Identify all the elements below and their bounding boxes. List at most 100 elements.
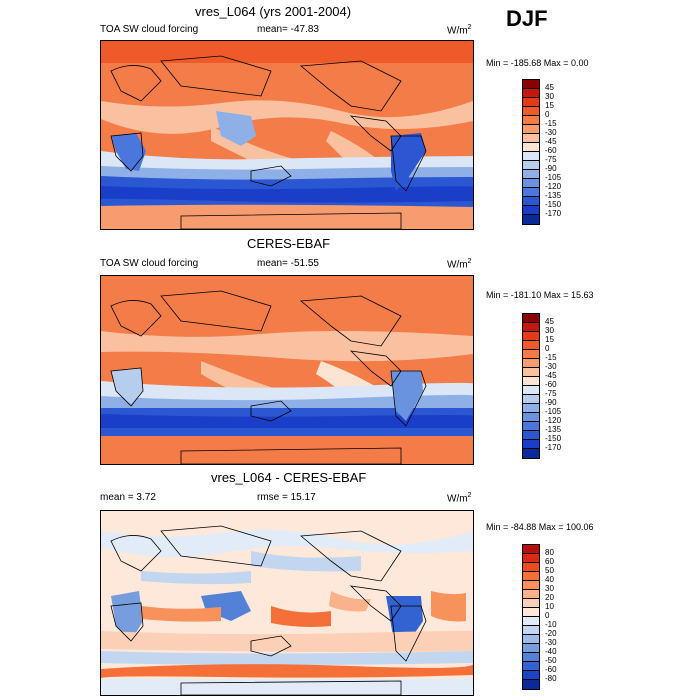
panel-title: CERES-EBAF <box>247 236 331 251</box>
colorbar-tick: -80 <box>545 674 557 683</box>
colorbar-swatch <box>523 206 539 215</box>
colorbar-swatch <box>523 377 539 386</box>
colorbar-swatch <box>523 107 539 116</box>
colorbar-tick: -60 <box>545 146 557 155</box>
colorbar-swatch <box>523 134 539 143</box>
colorbar-swatch <box>523 125 539 134</box>
colorbar-swatch <box>523 608 539 617</box>
variable-label: TOA SW cloud forcing <box>100 258 199 269</box>
colorbar-swatch <box>523 671 539 680</box>
colorbar-swatch <box>523 215 539 224</box>
colorbar-tick: -170 <box>545 209 562 218</box>
colorbar-tick: 15 <box>545 335 554 344</box>
colorbar-tick: 30 <box>545 326 554 335</box>
colorbar-tick: -15 <box>545 353 557 362</box>
colorbar-swatch <box>523 413 539 422</box>
colorbar-swatch <box>523 626 539 635</box>
colorbar-swatch <box>523 341 539 350</box>
colorbar-swatch <box>523 89 539 98</box>
colorbar-tick: 40 <box>545 575 554 584</box>
colorbar-tick: -150 <box>545 200 562 209</box>
rmse-label: rmse = 15.17 <box>257 492 316 503</box>
min-max-label: Min = -181.10 Max = 15.63 <box>486 290 594 300</box>
colorbar-swatch <box>523 590 539 599</box>
colorbar-swatch <box>523 653 539 662</box>
variable-label: TOA SW cloud forcing <box>100 24 199 35</box>
colorbar-swatch <box>523 368 539 377</box>
colorbar-swatch <box>523 188 539 197</box>
colorbar-tick: 30 <box>545 584 554 593</box>
colorbar-tick: -90 <box>545 398 557 407</box>
panel-observation: CERES-EBAF TOA SW cloud forcing mean= -5… <box>0 235 700 470</box>
colorbar-swatch <box>523 197 539 206</box>
colorbar-swatch <box>523 386 539 395</box>
colorbar-swatch <box>523 161 539 170</box>
colorbar-swatch <box>523 350 539 359</box>
colorbar-tick: -30 <box>545 362 557 371</box>
colorbar-tick: -15 <box>545 119 557 128</box>
colorbar <box>522 544 540 690</box>
panel-title: vres_L064 (yrs 2001-2004) <box>195 4 352 19</box>
colorbar-swatch <box>523 680 539 689</box>
colorbar-tick: 0 <box>545 344 550 353</box>
min-max-label: Min = -84.88 Max = 100.06 <box>486 522 594 532</box>
colorbar-tick: -75 <box>545 389 557 398</box>
colorbar-swatch <box>523 359 539 368</box>
world-map <box>100 510 474 696</box>
colorbar-swatch <box>523 323 539 332</box>
colorbar-tick: -105 <box>545 407 562 416</box>
unit-label: W/m2 <box>447 492 472 505</box>
colorbar-swatch <box>523 179 539 188</box>
colorbar-swatch <box>523 143 539 152</box>
colorbar-tick: -30 <box>545 638 557 647</box>
colorbar-tick: 30 <box>545 92 554 101</box>
mean-label: mean = 3.72 <box>100 492 156 503</box>
season-label: DJF <box>506 6 548 31</box>
colorbar-swatch <box>523 152 539 161</box>
colorbar-swatch <box>523 572 539 581</box>
world-map <box>100 40 474 230</box>
colorbar-swatch <box>523 449 539 458</box>
colorbar-swatch <box>523 395 539 404</box>
colorbar-tick: -105 <box>545 173 562 182</box>
colorbar-tick: 15 <box>545 101 554 110</box>
colorbar-swatch <box>523 98 539 107</box>
colorbar-swatch <box>523 545 539 554</box>
colorbar-tick: -45 <box>545 371 557 380</box>
colorbar-tick: -120 <box>545 182 562 191</box>
colorbar-tick: 0 <box>545 110 550 119</box>
colorbar-swatch <box>523 404 539 413</box>
colorbar <box>522 79 540 225</box>
colorbar-tick: 10 <box>545 602 554 611</box>
colorbar-swatch <box>523 116 539 125</box>
colorbar-tick: 50 <box>545 566 554 575</box>
colorbar-tick: 0 <box>545 611 550 620</box>
colorbar-swatch <box>523 554 539 563</box>
colorbar-tick: -30 <box>545 128 557 137</box>
colorbar-tick: 20 <box>545 593 554 602</box>
colorbar-swatch <box>523 662 539 671</box>
colorbar-tick: -60 <box>545 380 557 389</box>
colorbar-swatch <box>523 635 539 644</box>
colorbar-tick: 45 <box>545 83 554 92</box>
colorbar-swatch <box>523 581 539 590</box>
colorbar-swatch <box>523 599 539 608</box>
colorbar-tick: -50 <box>545 656 557 665</box>
colorbar-swatch <box>523 644 539 653</box>
colorbar-tick: -10 <box>545 620 557 629</box>
colorbar-tick: 80 <box>545 548 554 557</box>
world-map <box>100 275 474 465</box>
mean-label: mean= -51.55 <box>257 258 319 269</box>
colorbar-swatch <box>523 422 539 431</box>
colorbar-tick: -135 <box>545 425 562 434</box>
colorbar-swatch <box>523 80 539 89</box>
colorbar-tick: -90 <box>545 164 557 173</box>
colorbar-tick: 45 <box>545 317 554 326</box>
colorbar <box>522 313 540 459</box>
colorbar-tick: -40 <box>545 647 557 656</box>
colorbar-swatch <box>523 617 539 626</box>
panel-model: vres_L064 (yrs 2001-2004) TOA SW cloud f… <box>0 0 700 235</box>
unit-label: W/m2 <box>447 24 472 37</box>
colorbar-tick: -150 <box>545 434 562 443</box>
colorbar-tick: -170 <box>545 443 562 452</box>
